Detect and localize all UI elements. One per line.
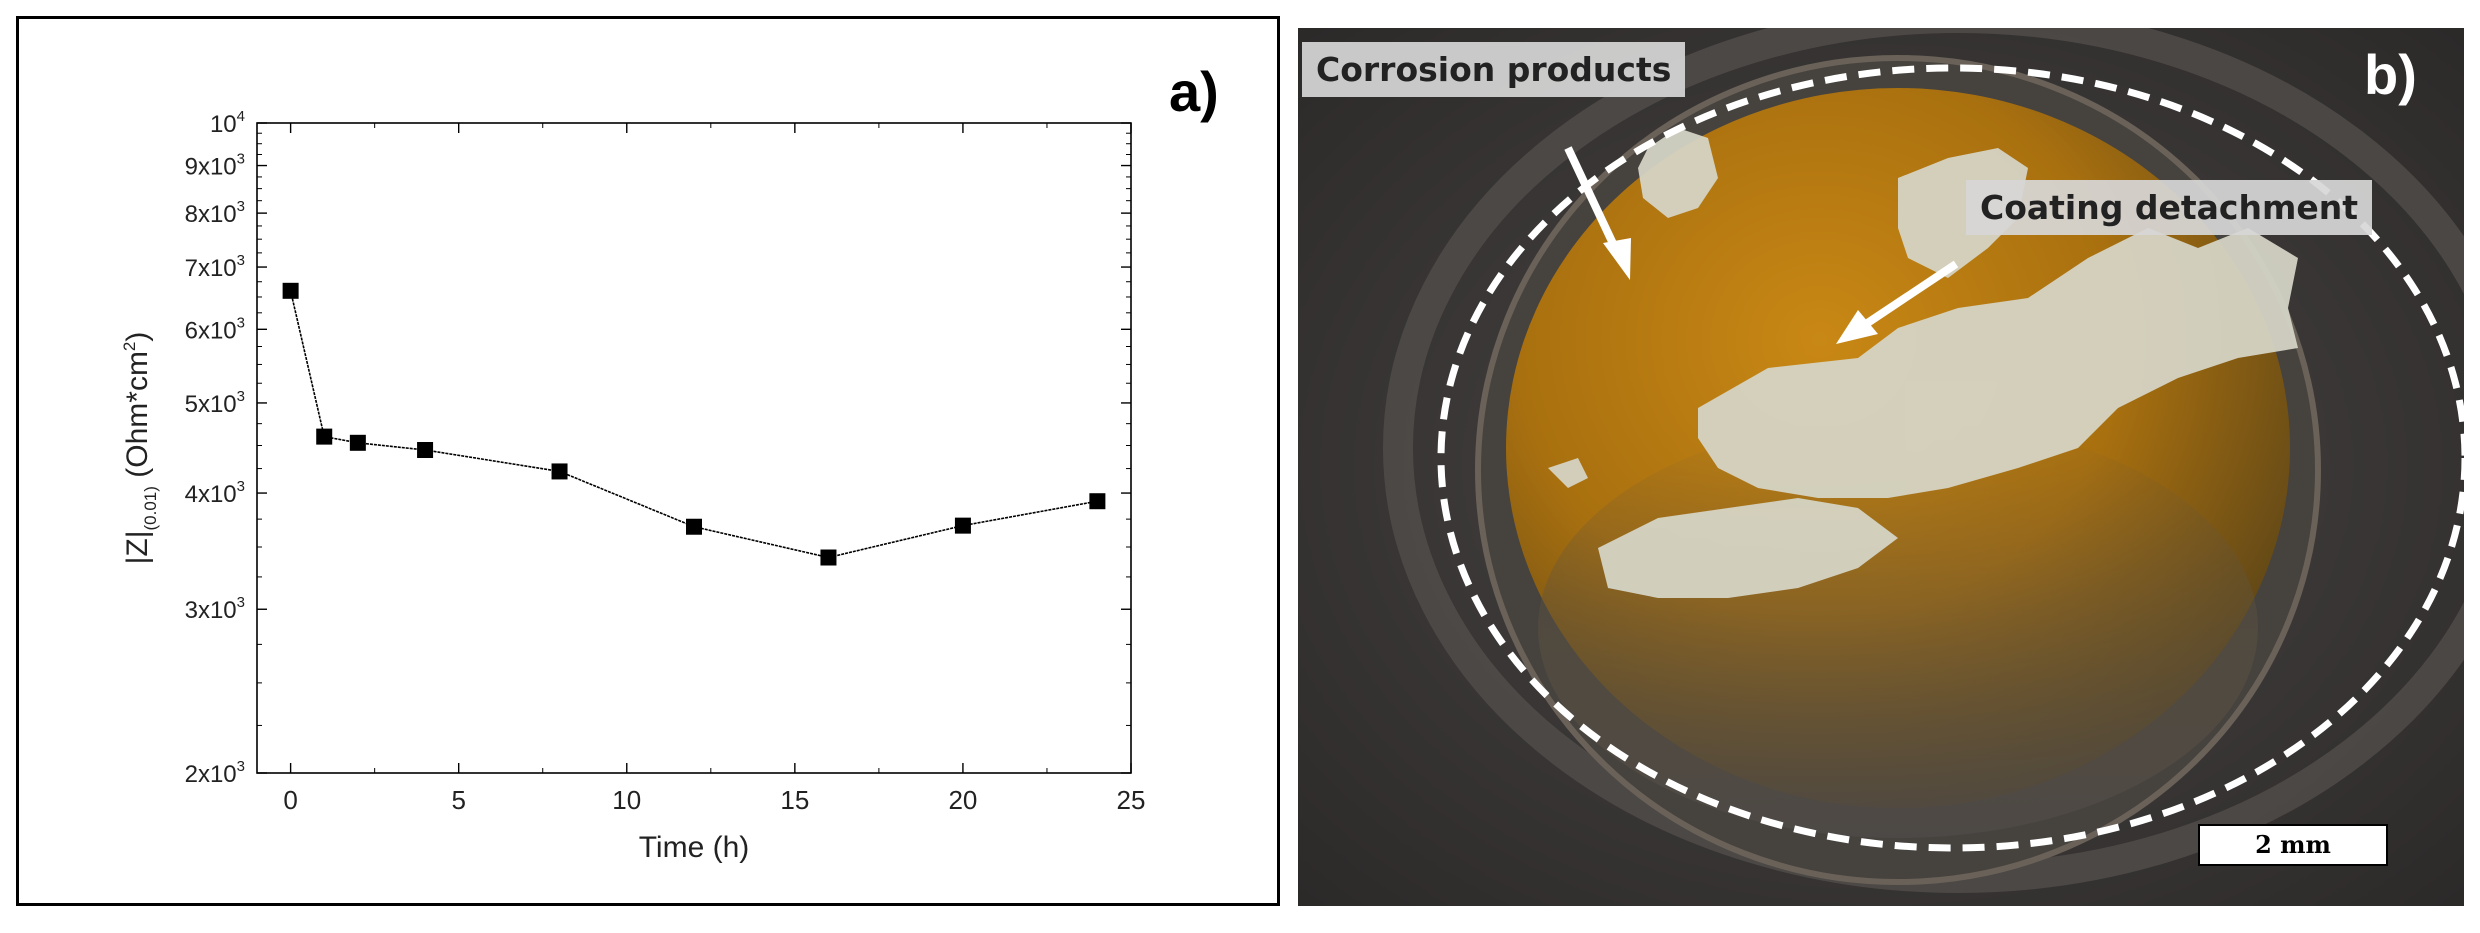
data-point (551, 463, 568, 480)
y-axis-label: |Z|(0.01) (Ohm*cm2) (120, 332, 160, 565)
impedance-chart: 2x103 3x103 4x103 5x103 6x103 7x103 8x103 9x103… (120, 108, 1145, 864)
callout-corrosion-products: Corrosion products (1302, 42, 1686, 97)
x-tick-label: 20 (948, 785, 977, 815)
arrow-corrosion-head (1603, 238, 1631, 280)
scale-bar: 2 mm (2198, 824, 2388, 866)
data-point (954, 517, 971, 534)
y-tick-label: 3x103 (185, 594, 245, 624)
series-line (289, 290, 1098, 559)
y-tick-label: 4x103 (185, 478, 245, 508)
data-points (282, 282, 1106, 566)
x-tick-label: 10 (612, 785, 641, 815)
x-axis-label: Time (h) (639, 831, 750, 864)
y-tick-label: 8x103 (185, 198, 245, 228)
y-tick-label: 7x103 (185, 252, 245, 282)
data-point (282, 282, 299, 299)
y-tick-label: 9x103 (185, 151, 245, 181)
y-tick-label: 104 (210, 108, 245, 138)
panel-label-b: b) (2364, 43, 2417, 106)
x-tick-label: 25 (1117, 785, 1146, 815)
y-tick-label: 6x103 (185, 314, 245, 344)
x-tick-label: 0 (283, 785, 297, 815)
arrow-coating-head (1836, 310, 1878, 344)
data-point (417, 442, 434, 459)
plot-frame (256, 122, 1132, 774)
x-axis-ticks: 0 5 10 15 20 25 (283, 123, 1145, 815)
scale-bar-label: 2 mm (2255, 830, 2331, 859)
data-point (316, 428, 333, 445)
data-point (349, 434, 366, 451)
data-point (820, 549, 837, 566)
panel-label-a: a) (1169, 60, 1219, 123)
photo-panel-b: Corrosion products Coating detachment b)… (1298, 28, 2464, 906)
chart-panel-a: 2x103 3x103 4x103 5x103 6x103 7x103 8x103 9x103… (16, 16, 1280, 906)
y-axis-ticks: 2x103 3x103 4x103 5x103 6x103 7x103 8x103 9x103… (185, 108, 1131, 788)
specimen-photo (1298, 28, 2464, 906)
arrow-coating-shaft (1863, 260, 1959, 328)
arrow-corrosion-shaft (1564, 146, 1620, 252)
x-tick-label: 5 (451, 785, 465, 815)
callout-coating-detachment: Coating detachment (1966, 180, 2372, 235)
y-tick-label: 2x103 (185, 758, 245, 788)
x-tick-label: 15 (780, 785, 809, 815)
y-tick-label: 5x103 (185, 388, 245, 418)
data-point (686, 518, 702, 535)
data-point (1089, 493, 1106, 510)
